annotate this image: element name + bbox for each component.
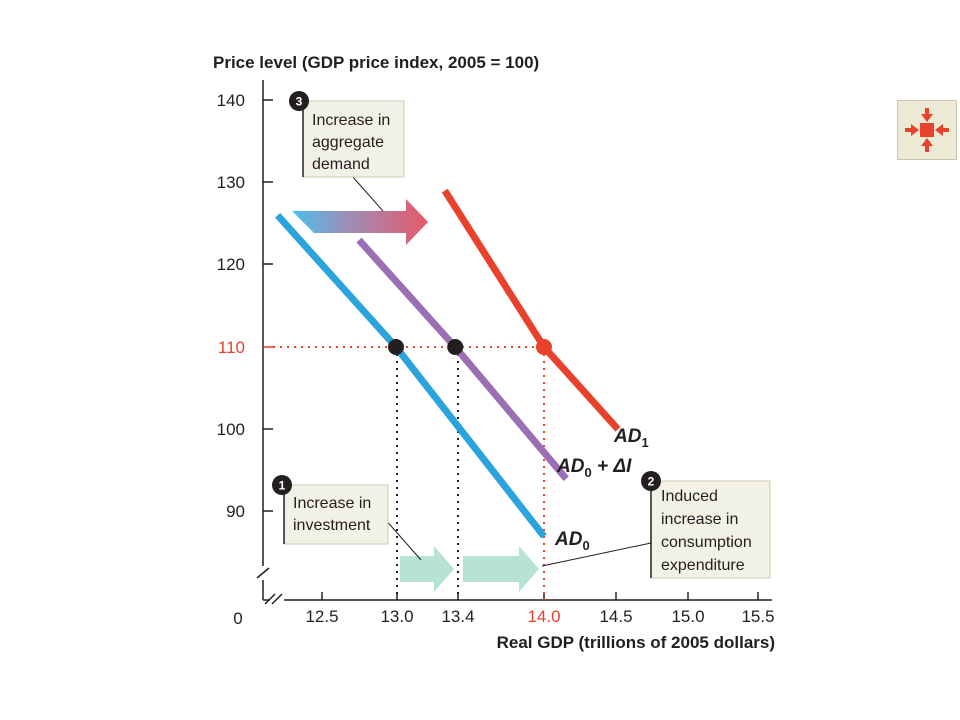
callout-1-box xyxy=(283,484,389,545)
callout-2-line-2: increase in xyxy=(661,511,738,528)
callout-2-line-4: expenditure xyxy=(661,557,745,574)
callout-2-badge xyxy=(641,471,661,491)
equilibrium-points xyxy=(388,339,552,355)
x-tick-label: 14.5 xyxy=(599,607,632,626)
callout-1-line-1: Increase in xyxy=(293,495,371,512)
x-axis xyxy=(263,593,772,605)
x-tick-label: 13.4 xyxy=(441,607,474,626)
y-tick-label: 120 xyxy=(217,255,245,274)
callout-3-line-3: demand xyxy=(312,156,370,173)
investment-increase-arrow xyxy=(400,546,454,592)
ad0-plus-di-label: AD0 + ΔI xyxy=(556,456,632,480)
callout-1-line-2: investment xyxy=(293,517,371,534)
equilibrium-point xyxy=(536,339,552,355)
callout-3-number: 3 xyxy=(296,95,303,109)
ad0-plus-di-label-main: AD xyxy=(556,456,585,477)
ad0-plus-di-label-extra: + ΔI xyxy=(592,456,632,477)
callout-3-box xyxy=(302,100,405,178)
x-axis-break-1 xyxy=(264,593,276,605)
x-tick-label: 12.5 xyxy=(305,607,338,626)
collapse-button[interactable] xyxy=(897,100,957,160)
y-tick-label: 140 xyxy=(217,91,245,110)
x-tick-label: 15.0 xyxy=(671,607,704,626)
callout-2-line-3: consumption xyxy=(661,534,752,551)
callout-2: 2 Induced increase in consumption expend… xyxy=(641,471,771,579)
callout-1-badge xyxy=(272,475,292,495)
y-tick-label-highlight: 110 xyxy=(218,338,245,357)
y-tick-label: 100 xyxy=(217,420,245,439)
callout-2-line-1: Induced xyxy=(661,488,718,505)
y-tick-marks xyxy=(263,99,273,512)
x-axis-title: Real GDP (trillions of 2005 dollars) xyxy=(497,633,775,652)
x-tick-marks xyxy=(321,592,759,600)
x-tick-labels: 12.5 13.0 13.4 14.0 14.5 15.0 15.5 xyxy=(305,607,774,626)
y-axis-break xyxy=(256,567,270,579)
ad0-label-main: AD xyxy=(554,529,583,550)
equilibrium-point xyxy=(388,339,404,355)
ad1-label-sub: 1 xyxy=(641,435,648,450)
ad1-label-main: AD xyxy=(613,426,642,447)
ad0-plus-di-curve xyxy=(356,237,569,481)
x-axis-break-2 xyxy=(271,593,283,605)
ad0-label: AD0 xyxy=(554,529,590,553)
callout-3-badge xyxy=(289,91,309,111)
consumption-increase-arrow xyxy=(463,546,539,592)
callout-1: 1 Increase in investment xyxy=(272,475,389,545)
y-tick-labels: 140 130 120 110 100 90 xyxy=(217,91,245,521)
callout-3: 3 Increase in aggregate demand xyxy=(289,91,405,178)
callout-2-leader xyxy=(541,542,652,567)
equilibrium-point xyxy=(447,339,464,355)
y-axis xyxy=(256,80,270,600)
ad0-label-sub: 0 xyxy=(582,538,589,553)
callout-2-box xyxy=(650,480,771,579)
x-tick-label: 15.5 xyxy=(741,607,774,626)
collapse-arrows-icon xyxy=(905,108,949,152)
aggregate-demand-shift-arrow xyxy=(292,199,428,245)
callout-3-leader xyxy=(351,175,384,212)
callout-1-number: 1 xyxy=(279,479,286,493)
guide-lines xyxy=(273,346,545,600)
ad0-plus-di-label-sub: 0 xyxy=(584,465,591,480)
ad1-curve xyxy=(441,188,621,432)
callout-2-number: 2 xyxy=(648,475,655,489)
origin-label: 0 xyxy=(233,609,242,628)
callout-3-line-2: aggregate xyxy=(312,134,384,151)
y-tick-label: 130 xyxy=(217,173,245,192)
y-tick-label: 90 xyxy=(226,502,245,521)
ad1-label: AD1 xyxy=(613,426,649,450)
callout-1-leader xyxy=(383,517,422,561)
callout-3-line-1: Increase in xyxy=(312,112,390,129)
x-tick-label-highlight: 14.0 xyxy=(527,607,560,626)
y-axis-title: Price level (GDP price index, 2005 = 100… xyxy=(213,53,539,72)
x-tick-label: 13.0 xyxy=(380,607,413,626)
